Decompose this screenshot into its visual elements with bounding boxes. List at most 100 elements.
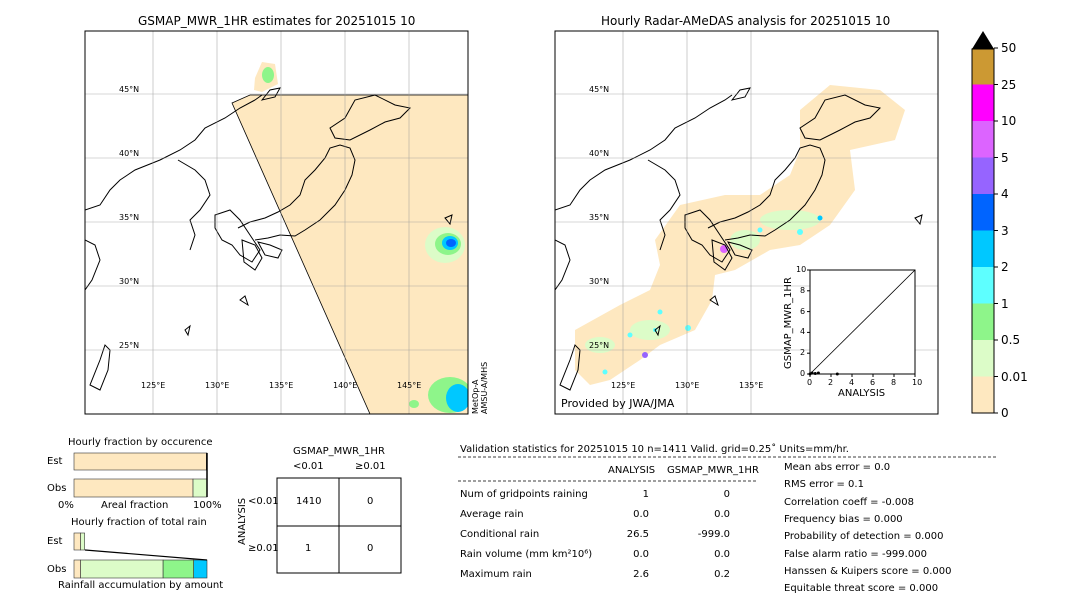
gsmap-value: 0.2 [714,569,730,580]
bar-segment [73,452,207,471]
analysis-value: 0.0 [633,549,649,560]
scatter-point [813,371,817,375]
scatter-inset [807,269,916,377]
gsmap-value: 0 [723,489,730,500]
stat-label: Average rain [460,509,524,520]
y-tick-label: 6 [800,306,806,316]
right-map-title: Hourly Radar-AMeDAS analysis for 2025101… [601,14,891,28]
bar-segment [73,478,194,498]
score-line: Correlation coeff = -0.008 [784,496,914,508]
lon-label: 125°E [611,381,636,390]
colorbar-segment [972,84,994,121]
y-tick-label: 0 [800,369,806,378]
score-line: Probability of detection = 0.000 [784,531,944,543]
left-map-panel [84,30,469,415]
gsmap-value: -999.0 [697,529,730,540]
lon-label: 130°E [675,381,700,390]
stats-header: Validation statistics for 20251015 10 n=… [460,444,849,455]
right-map-panel [554,30,939,415]
colorbar-extend-arrow [972,31,994,49]
lat-label: 45°N [589,85,610,94]
lon-label: 125°E [141,381,166,390]
bar-segment [80,532,85,551]
y-axis-label: GSMAP_MWR_1HR [783,277,794,369]
score-line: Mean abs error = 0.0 [784,462,891,473]
colorbar-label: 2 [1001,260,1009,274]
contingency-title: GSMAP_MWR_1HR [293,446,385,457]
colorbar-segment [972,340,994,377]
bar-segment [162,559,195,579]
bar-segment [73,559,81,579]
analysis-value: 1 [642,489,649,500]
colorbar-label: 0.01 [1001,369,1028,384]
score-line: Equitable threat score = 0.000 [784,583,939,595]
x-tick-label: 6 [870,378,876,387]
lon-label: 130°E [205,381,230,390]
lon-label: 145°E [397,381,422,390]
colorbar-segment [972,303,994,340]
row-title: ANALYSIS [237,497,248,545]
lat-label: 40°N [589,149,610,158]
scatter-point [835,372,839,376]
colorbar-segment [972,48,994,85]
axis-min-label: 0% [58,500,74,511]
cell: 1410 [296,496,322,507]
colorbar-label: 50 [1001,41,1017,55]
axis-max-label: 100% [193,500,222,511]
colorbar-segment [972,121,994,158]
stat-label: Maximum rain [460,569,532,580]
colorbar-label: 10 [1001,114,1017,128]
colorbar-label: 0 [1001,406,1009,420]
bar-segment [73,532,81,551]
analysis-value: 26.5 [626,529,649,540]
analysis-value: 0.0 [633,509,649,520]
cell: 1 [305,543,312,554]
lat-label: 45°N [119,85,140,94]
contingency-table-grid [276,477,402,574]
lat-label: 40°N [119,149,140,158]
col-analysis: ANALYSIS [608,465,656,476]
scatter-point [810,371,814,375]
cell: 0 [367,496,374,507]
col-label: ≥0.01 [355,461,386,472]
colorbar-label: 3 [1001,223,1009,238]
colorbar-segment [972,376,994,413]
left-map-title: GSMAP_MWR_1HR estimates for 20251015 10 [138,14,416,28]
lon-label: 135°E [739,381,764,390]
y-tick-label: 8 [800,285,806,295]
lon-label: 140°E [333,381,358,390]
row-label: ≥0.01 [248,543,279,554]
score-line: RMS error = 0.1 [784,479,864,491]
col-gsmap: GSMAP_MWR_1HR [667,465,759,476]
lon-label: 135°E [269,381,294,390]
y-tick-label: 4 [800,327,806,337]
bar-segment [192,478,208,498]
stat-label: Rain volume (mm km²10⁶) [460,549,593,560]
colorbar-segment [972,230,994,267]
colorbar-label: 5 [1001,150,1009,165]
x-tick-label: 10 [912,378,923,387]
colorbar-label: 0.5 [1001,333,1021,347]
y-tick-label: 2 [800,348,806,358]
x-tick-label: 8 [891,378,897,387]
stat-label: Conditional rain [460,529,540,540]
obs-label: Obs [47,564,67,575]
sensor-label: MetOp-A AMSU-A/MHS [471,361,489,414]
x-tick-label: 2 [828,378,834,387]
y-tick-label: 10 [796,265,807,274]
stat-label: Num of gridpoints raining [460,489,588,500]
areal-fraction-label: Areal fraction [101,500,169,511]
lat-label: 35°N [119,213,140,222]
x-axis-label: ANALYSIS [838,388,886,399]
colorbar-label: 25 [1001,77,1017,92]
lat-label: 30°N [589,277,610,286]
bar-segment [80,559,164,579]
x-tick-label: 0 [807,378,813,387]
colorbar-label: 4 [1001,187,1009,201]
col-label: <0.01 [293,461,324,472]
lat-label: 30°N [119,277,140,286]
scatter-point [816,371,820,375]
credit-label: Provided by JWA/JMA [561,397,675,410]
